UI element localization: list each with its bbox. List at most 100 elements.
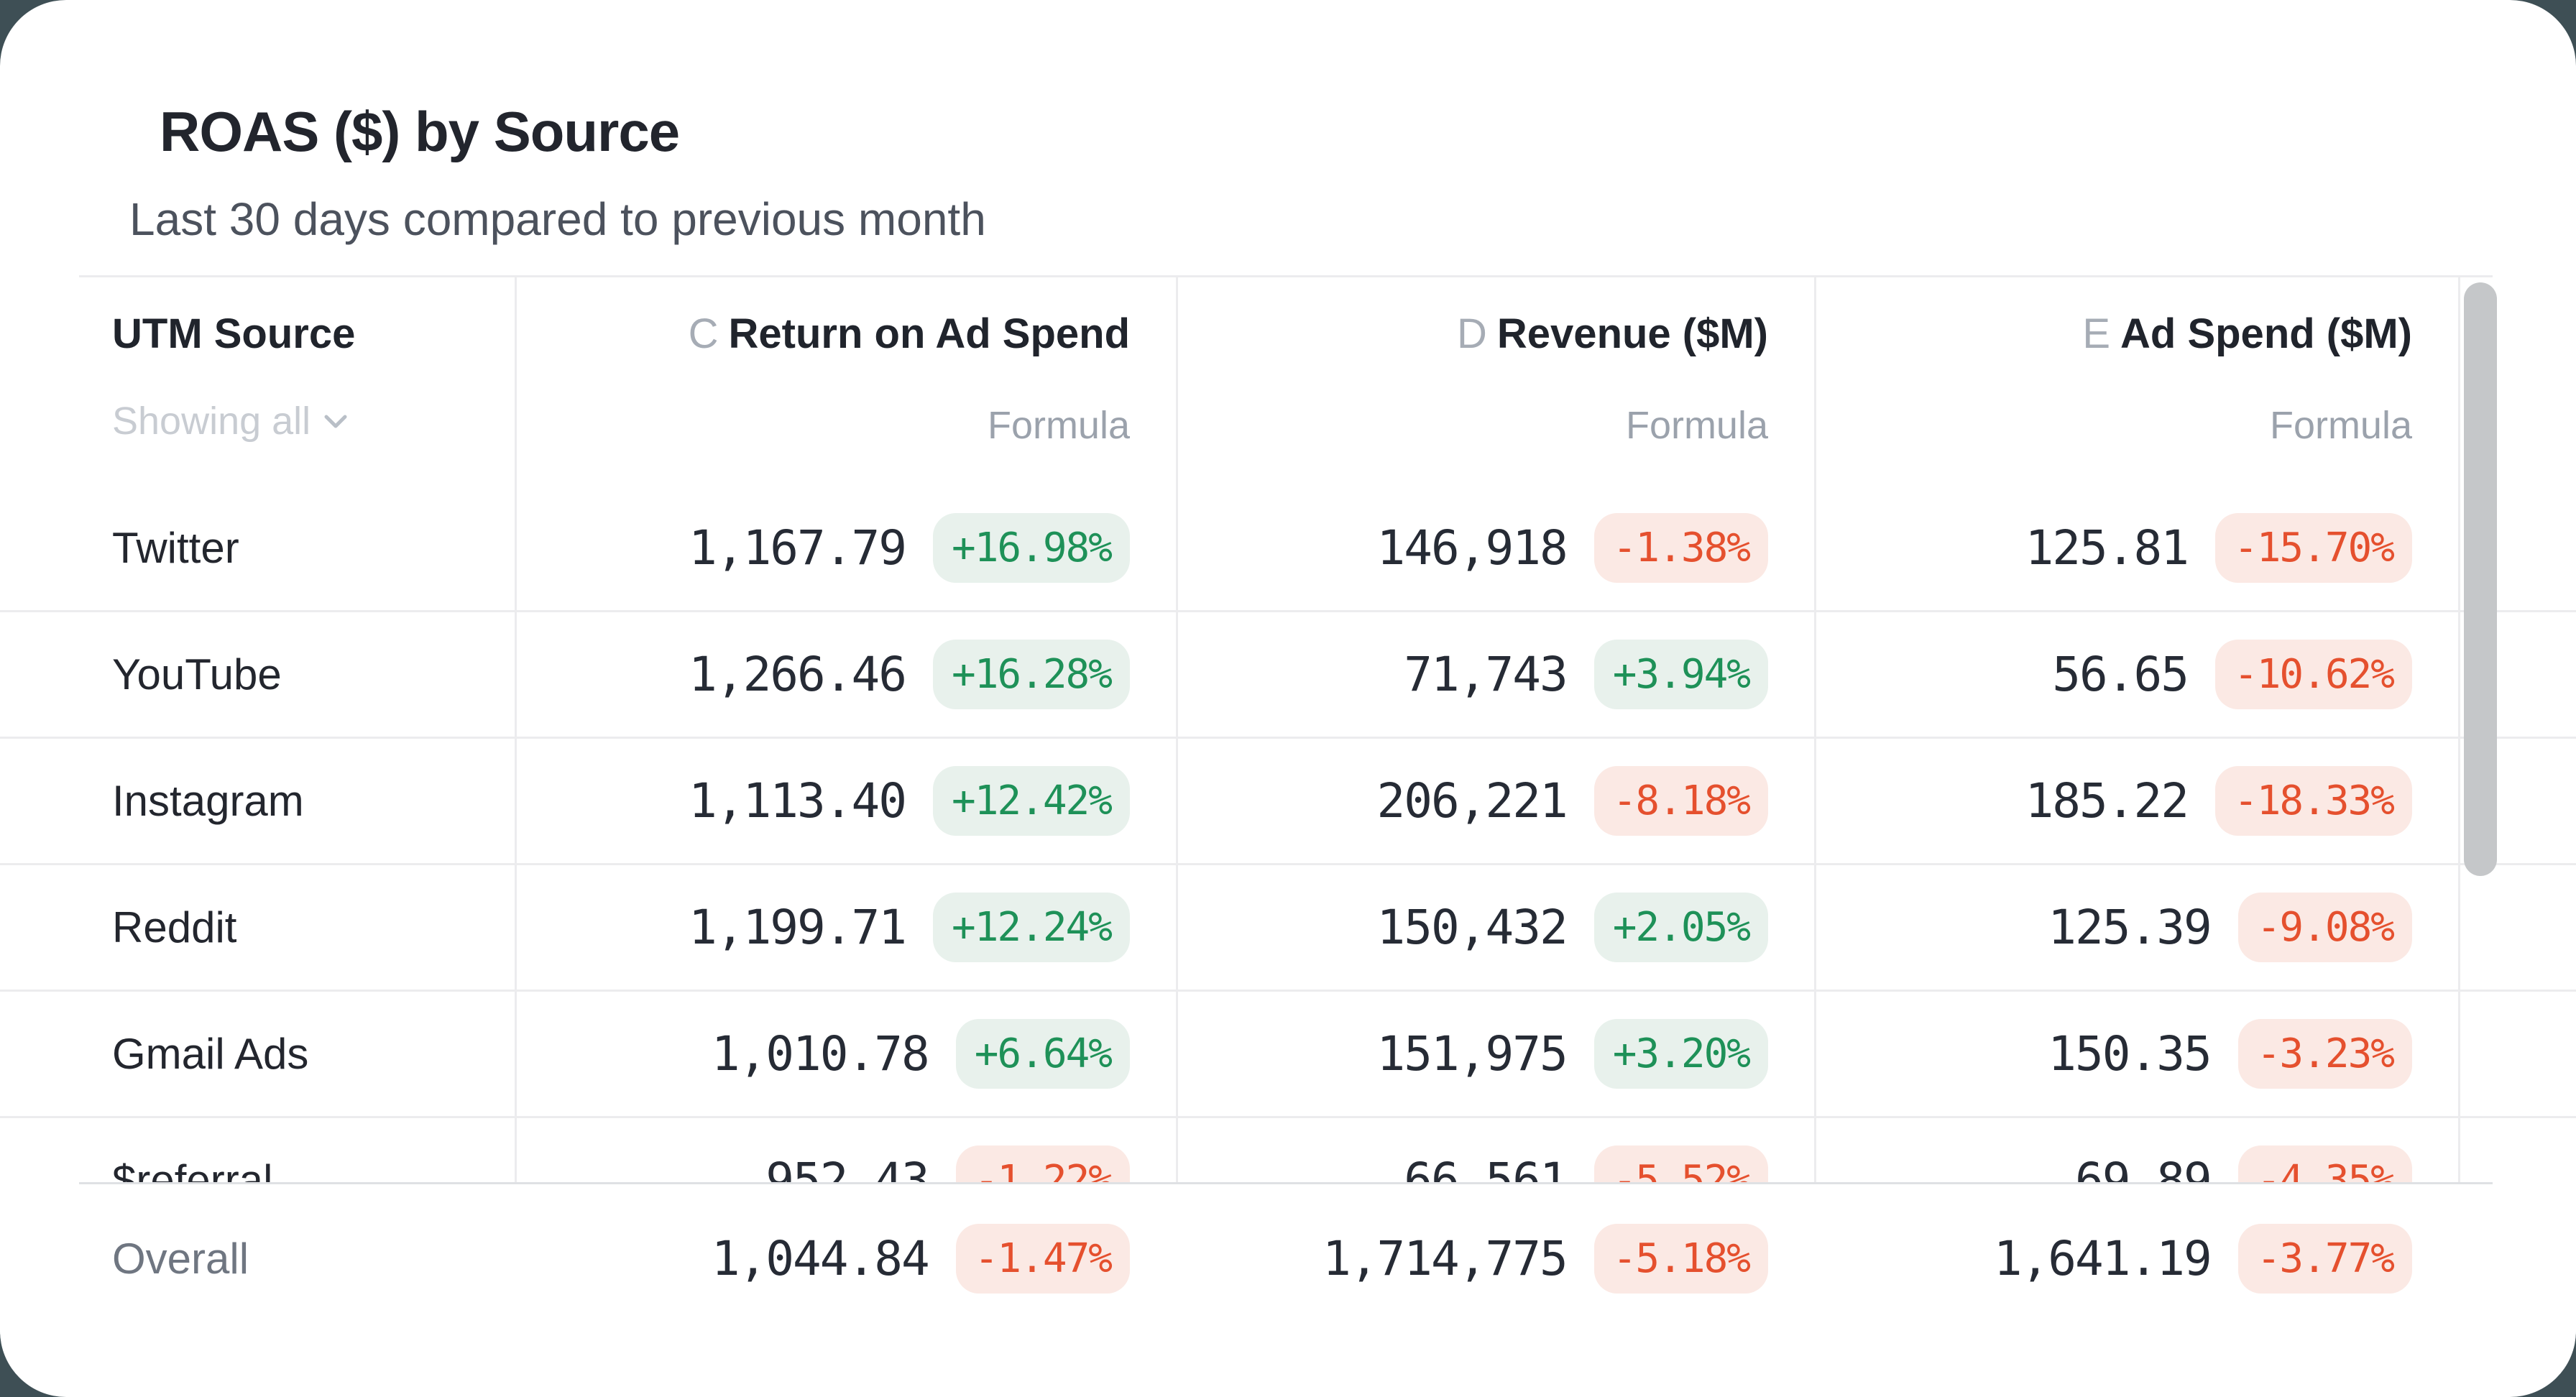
table-header-row: UTM Source Showing all C Return on Ad Spe…: [0, 275, 2576, 486]
ad-spend-cell: 150.35 -3.23%: [1814, 992, 2458, 1116]
column-title: Ad Spend ($M): [2120, 310, 2412, 357]
delta-badge: -3.23%: [2237, 1019, 2412, 1089]
metric-value: 1,044.84: [711, 1230, 930, 1286]
page-subtitle: Last 30 days compared to previous month: [129, 193, 986, 245]
formula-label: Formula: [987, 404, 1130, 447]
revenue-cell: 71,743 +3.94%: [1176, 612, 1814, 737]
revenue-cell: 151,975 +3.20%: [1176, 992, 1814, 1116]
metric-value: 1,167.79: [689, 520, 907, 576]
metric-value: 146,918: [1376, 520, 1568, 576]
utm-source-header-label: UTM Source: [112, 310, 356, 357]
row-label: Twitter: [112, 524, 239, 572]
column-header-ad-spend[interactable]: E Ad Spend ($M) Formula: [1814, 275, 2458, 486]
column-divider: [515, 275, 517, 1182]
column-header-label: C Return on Ad Spend: [689, 310, 1130, 358]
delta-badge: -1.22%: [955, 1145, 1130, 1182]
row-label: YouTube: [112, 650, 282, 698]
column-title: Revenue ($M): [1496, 310, 1768, 357]
delta-badge: -9.08%: [2237, 893, 2412, 962]
roas-cell: 1,167.79 +16.98%: [515, 486, 1176, 610]
scrollbar-thumb[interactable]: [2464, 282, 2497, 876]
row-label: Overall: [112, 1234, 249, 1283]
roas-cell: 1,010.78 +6.64%: [515, 992, 1176, 1116]
chevron-down-icon: [323, 412, 348, 430]
column-letter: E: [2082, 310, 2111, 357]
column-divider: [2458, 275, 2460, 1182]
delta-badge: +3.20%: [1593, 1019, 1768, 1089]
delta-badge: +3.94%: [1593, 640, 1768, 709]
page-title: ROAS ($) by Source: [160, 100, 680, 163]
table-row: $referral 952.43 -1.22% 66,561 -5.52% 69.8…: [0, 1118, 2576, 1182]
row-label: Gmail Ads: [112, 1030, 309, 1078]
ad-spend-cell: 56.65 -10.62%: [1814, 612, 2458, 737]
ad-spend-cell: 125.39 -9.08%: [1814, 865, 2458, 990]
metric-value: 1,010.78: [711, 1026, 930, 1082]
metric-value: 1,199.71: [689, 900, 907, 955]
revenue-cell: 66,561 -5.52%: [1176, 1118, 1814, 1182]
formula-label: Formula: [1625, 404, 1768, 447]
revenue-cell: 1,714,775 -5.18%: [1176, 1182, 1814, 1334]
metric-value: 206,221: [1376, 773, 1568, 829]
delta-badge: -10.62%: [2214, 640, 2412, 709]
metric-value: 1,641.19: [1993, 1230, 2212, 1286]
delta-badge: +16.98%: [932, 513, 1130, 583]
metric-value: 1,714,775: [1322, 1230, 1568, 1286]
metric-value: 71,743: [1404, 647, 1568, 702]
filter-dropdown-label: Showing all: [112, 400, 311, 443]
delta-badge: -1.38%: [1593, 513, 1768, 583]
metric-value: 150,432: [1376, 900, 1568, 955]
table-footer: Overall 1,044.84 -1.47% 1,714,775 -5.18% 1…: [0, 1182, 2576, 1334]
column-header-utm-source: UTM Source Showing all: [0, 275, 515, 486]
metric-value: 66,561: [1404, 1153, 1568, 1182]
table-row: Twitter 1,167.79 +16.98% 146,918 -1.38% 12…: [0, 486, 2576, 612]
row-label: Reddit: [112, 903, 237, 951]
column-divider: [1176, 275, 1178, 1182]
footer-row-overall: Overall 1,044.84 -1.47% 1,714,775 -5.18% 1…: [0, 1182, 2576, 1334]
metric-value: 56.65: [2052, 647, 2189, 702]
metric-value: 151,975: [1376, 1026, 1568, 1082]
delta-badge: +16.28%: [932, 640, 1130, 709]
metric-value: 125.39: [2048, 900, 2212, 955]
roas-cell: 1,044.84 -1.47%: [515, 1182, 1176, 1334]
column-letter: D: [1457, 310, 1487, 357]
column-header-return-on-ad-spend[interactable]: C Return on Ad Spend Formula: [515, 275, 1176, 486]
table-row: Reddit 1,199.71 +12.24% 150,432 +2.05% 125…: [0, 865, 2576, 992]
row-label: $referral: [112, 1156, 273, 1182]
delta-badge: -8.18%: [1593, 766, 1768, 836]
metric-value: 1,113.40: [689, 773, 907, 829]
ad-spend-cell: 1,641.19 -3.77%: [1814, 1182, 2458, 1334]
ad-spend-cell: 185.22 -18.33%: [1814, 739, 2458, 863]
revenue-cell: 206,221 -8.18%: [1176, 739, 1814, 863]
delta-badge: +12.42%: [932, 766, 1130, 836]
column-divider: [1814, 275, 1816, 1182]
delta-badge: -4.35%: [2237, 1145, 2412, 1182]
metric-value: 150.35: [2048, 1026, 2212, 1082]
column-header-revenue[interactable]: D Revenue ($M) Formula: [1176, 275, 1814, 486]
row-label: Instagram: [112, 777, 304, 825]
column-letter: C: [688, 310, 719, 357]
table-body: Twitter 1,167.79 +16.98% 146,918 -1.38% 12…: [0, 486, 2576, 1182]
table-row: Gmail Ads 1,010.78 +6.64% 151,975 +3.20% 1…: [0, 992, 2576, 1118]
delta-badge: -5.52%: [1593, 1145, 1768, 1182]
roas-cell: 1,266.46 +16.28%: [515, 612, 1176, 737]
table-row: Instagram 1,113.40 +12.42% 206,221 -8.18% …: [0, 739, 2576, 865]
revenue-cell: 146,918 -1.38%: [1176, 486, 1814, 610]
column-header-label: E Ad Spend ($M): [2082, 310, 2412, 358]
table-top-divider: [79, 275, 2493, 277]
delta-badge: -3.77%: [2237, 1223, 2412, 1294]
delta-badge: -18.33%: [2214, 766, 2412, 836]
delta-badge: +12.24%: [932, 893, 1130, 962]
formula-label: Formula: [2269, 404, 2412, 447]
column-header-label: D Revenue ($M): [1457, 310, 1768, 358]
metric-value: 185.22: [2025, 773, 2189, 829]
delta-badge: -5.18%: [1593, 1223, 1768, 1294]
delta-badge: +6.64%: [955, 1019, 1130, 1089]
delta-badge: +2.05%: [1593, 893, 1768, 962]
roas-cell: 1,199.71 +12.24%: [515, 865, 1176, 990]
metric-value: 1,266.46: [689, 647, 907, 702]
filter-dropdown[interactable]: Showing all: [112, 399, 348, 443]
delta-badge: -15.70%: [2214, 513, 2412, 583]
metric-value: 952.43: [765, 1153, 929, 1182]
column-title: Return on Ad Spend: [728, 310, 1130, 357]
